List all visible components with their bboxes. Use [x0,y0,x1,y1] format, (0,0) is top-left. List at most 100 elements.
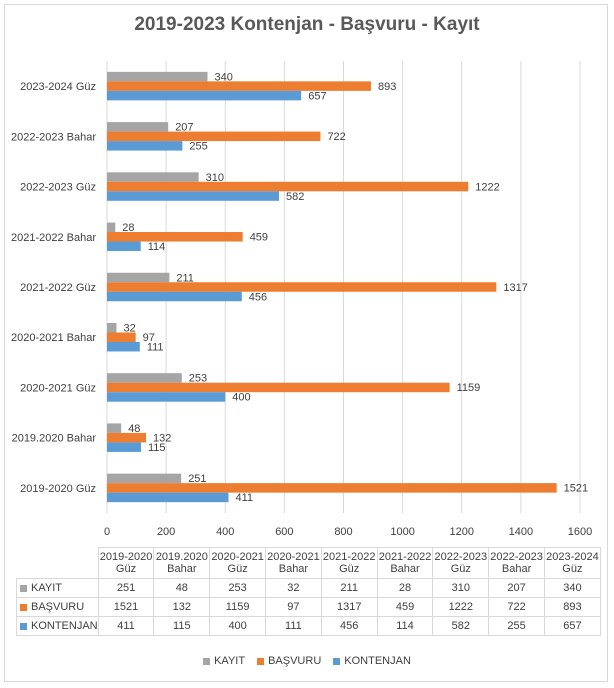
table-cell: 722 [488,597,545,617]
table-corner [17,548,99,579]
table-column-header: 2021-2022 Güz [320,547,378,579]
data-label: 1159 [457,382,481,394]
data-label: 32 [123,322,135,334]
legend-item: KONTENJAN [333,655,411,667]
data-label: 340 [215,71,233,83]
table-column-header: 2019-2020 Güz [97,547,155,579]
data-label: 1222 [475,181,499,193]
table-cell: 459 [376,597,434,617]
table-cell: 1317 [320,597,378,617]
table-row-header: KONTENJAN [16,616,99,636]
category-label: 2022-2023 Güz [20,182,96,194]
bar-kontenjan [107,241,141,252]
table-cell: 132 [153,597,211,617]
table-cell: 115 [153,616,211,636]
bar-kayit [107,122,169,132]
bar-başvuru [107,483,557,493]
category-label: 2021-2022 Güz [20,282,96,294]
data-label: 48 [128,423,140,435]
table-cell: 657 [544,616,601,636]
chart-title: 2019-2023 Kontenjan - Başvuru - Kayıt [134,14,480,35]
x-tick-label: 600 [275,526,293,538]
legend: KAYIT BAŞVURU KONTENJAN [0,655,614,667]
bar-başvuru [107,131,321,142]
category-label: 2019-2020 Güz [20,483,96,495]
data-label: 114 [148,241,166,253]
data-label: 310 [206,172,224,184]
bar-kontenjan [107,191,280,201]
legend-label: BAŞVURU [268,655,322,667]
table-column-header: 2021-2022 Bahar [376,547,434,579]
bar-kontenjan [107,341,140,352]
data-label: 253 [189,373,207,385]
bar-kayit [107,222,116,233]
table-cell: 253 [209,578,267,598]
table-cell: 400 [209,616,267,636]
legend-label: KAYIT [214,655,246,667]
bar-kontenjan [107,492,229,503]
table-row: KAYIT 251 48 253 32 211 28 310 207 340 [16,578,601,598]
x-tick-label: 1000 [390,526,414,538]
table-row: KONTENJAN 411 115 400 111 456 114 582 255 657 [16,616,601,636]
bar-başvuru [107,332,136,342]
table-row-header: BAŞVURU [16,597,99,617]
data-label: 207 [175,122,193,134]
bar-kayit [107,172,199,182]
x-tick-label: 1200 [450,526,474,538]
legend-swatch [333,657,341,665]
bar-başvuru [107,181,469,192]
table-cell: 310 [432,578,490,598]
legend-label: KONTENJAN [344,655,411,667]
table-cell: 255 [488,616,545,636]
data-label: 722 [327,131,345,143]
series-swatch [20,584,27,592]
bar-başvuru [107,81,371,91]
series-swatch [20,603,27,611]
category-label: 2022-2023 Bahar [11,131,96,143]
data-label: 1317 [503,282,527,294]
data-label: 28 [122,222,134,234]
bar-kontenjan [107,141,183,151]
data-label: 251 [188,473,206,485]
bar-kontenjan [107,392,226,402]
bar-başvuru [107,232,243,242]
legend-item: KAYIT [203,655,245,667]
bar-kontenjan [107,442,141,452]
table-column-header: 2023-2024 Güz [544,547,601,579]
data-label: 115 [148,442,166,454]
data-label: 211 [176,272,194,284]
table-cell: 1222 [432,597,490,617]
table-cell: 48 [153,578,211,598]
table-cell: 893 [544,597,601,617]
bar-kayit [107,272,170,283]
table-cell: 97 [265,597,322,617]
category-label: 2020-2021 Güz [20,382,96,394]
data-label: 1521 [564,483,588,495]
data-label: 459 [250,232,268,244]
bar-kayit [107,322,117,333]
table-cell: 28 [376,578,434,598]
series-swatch [20,622,27,630]
data-table: 2019-2020 Güz 2019.2020 Bahar 2020-2021 Güz 20… [16,547,601,636]
table-cell: 114 [376,616,434,636]
table-cell: 340 [544,578,601,598]
bar-kayit [107,423,122,433]
legend-swatch [257,657,265,665]
data-label: 132 [153,432,171,444]
x-tick-label: 200 [157,526,175,538]
table-cell: 211 [320,578,378,598]
data-label: 411 [236,492,254,504]
data-label: 657 [308,90,326,102]
x-tick-label: 400 [216,526,234,538]
x-tick-label: 1600 [568,526,592,538]
x-tick-label: 0 [104,526,110,538]
data-label: 456 [249,291,267,303]
table-row: BAŞVURU 1521 132 1159 97 1317 459 1222 722 893 [16,597,601,617]
legend-item: BAŞVURU [257,655,321,667]
table-column-header: 2022-2023 Güz [432,547,490,579]
bar-kontenjan [107,291,242,302]
table-column-header: 2020-2021 Bahar [265,547,322,579]
table-cell: 1159 [209,597,267,617]
x-tick-label: 800 [334,526,352,538]
